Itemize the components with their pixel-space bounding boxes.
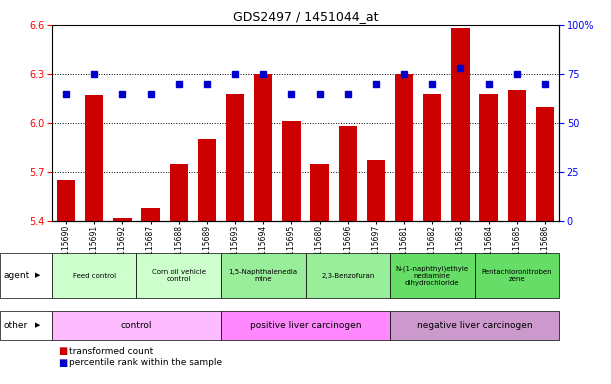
Text: ■: ■ xyxy=(58,358,67,368)
Bar xyxy=(480,94,498,221)
Bar xyxy=(338,126,357,221)
Bar xyxy=(85,95,103,221)
Bar xyxy=(282,121,301,221)
Text: ▶: ▶ xyxy=(35,273,41,278)
Text: ■: ■ xyxy=(58,346,67,356)
Bar xyxy=(141,208,159,221)
Bar xyxy=(57,180,75,221)
Bar xyxy=(170,164,188,221)
Bar xyxy=(395,74,413,221)
Bar xyxy=(423,94,441,221)
Text: N-(1-naphthyl)ethyle
nediamine
dihydrochloride: N-(1-naphthyl)ethyle nediamine dihydroch… xyxy=(396,265,469,286)
Bar xyxy=(536,107,554,221)
Bar xyxy=(113,218,131,221)
Bar xyxy=(508,90,526,221)
Text: Corn oil vehicle
control: Corn oil vehicle control xyxy=(152,269,206,282)
Bar xyxy=(367,161,385,221)
Bar xyxy=(226,94,244,221)
Bar xyxy=(452,28,470,221)
Text: Pentachloronitroben
zene: Pentachloronitroben zene xyxy=(481,269,552,282)
Text: 2,3-Benzofuran: 2,3-Benzofuran xyxy=(321,273,375,278)
Text: 1,5-Naphthalenedia
mine: 1,5-Naphthalenedia mine xyxy=(229,269,298,282)
Bar xyxy=(254,74,273,221)
Text: agent: agent xyxy=(3,271,29,280)
Bar xyxy=(310,164,329,221)
Text: GDS2497 / 1451044_at: GDS2497 / 1451044_at xyxy=(233,10,378,23)
Text: positive liver carcinogen: positive liver carcinogen xyxy=(250,321,361,330)
Text: control: control xyxy=(121,321,152,330)
Text: ▶: ▶ xyxy=(35,323,41,328)
Text: transformed count: transformed count xyxy=(69,347,153,356)
Text: percentile rank within the sample: percentile rank within the sample xyxy=(69,358,222,367)
Text: Feed control: Feed control xyxy=(73,273,115,278)
Bar xyxy=(198,139,216,221)
Text: other: other xyxy=(3,321,27,330)
Text: negative liver carcinogen: negative liver carcinogen xyxy=(417,321,532,330)
